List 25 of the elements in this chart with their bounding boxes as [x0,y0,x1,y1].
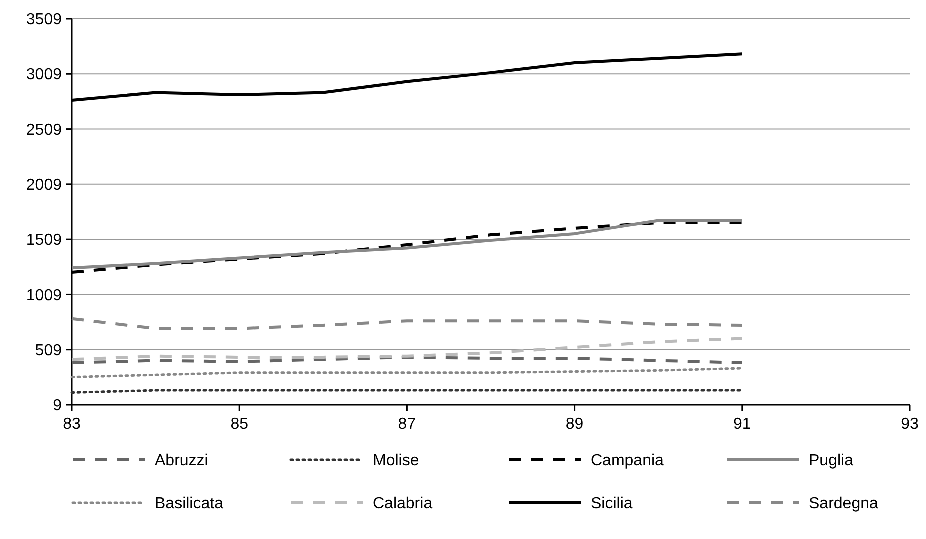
legend-label: Sardegna [809,496,878,513]
legend-label: Abruzzi [155,452,208,470]
y-tick-label: 9 [53,398,62,415]
y-tick-label: 1509 [26,232,62,250]
line-series [70,317,744,330]
x-tick-label: 85 [230,416,249,433]
y-tick-label: 3509 [26,12,62,29]
x-tick-label: 87 [398,416,416,433]
x-tick-label: 93 [901,416,919,433]
y-tick-label: 3009 [26,66,62,84]
y-tick-label: 509 [35,342,62,360]
y-tick-label: 2509 [26,122,62,139]
legend-label: Basilicata [155,496,224,513]
x-tick-label: 89 [566,416,584,433]
legend-label: Campania [591,452,664,470]
y-tick-label: 1009 [26,287,62,304]
y-tick-label: 2009 [26,177,62,194]
line-series [70,367,744,379]
x-tick-label: 91 [734,416,752,433]
legend-label: Molise [373,452,420,470]
x-tick-label: 83 [63,416,81,433]
legend-label: Calabria [373,496,433,513]
legend-label: Sicilia [591,496,633,513]
line-series [70,337,744,362]
legend-label: Puglia [809,452,854,470]
